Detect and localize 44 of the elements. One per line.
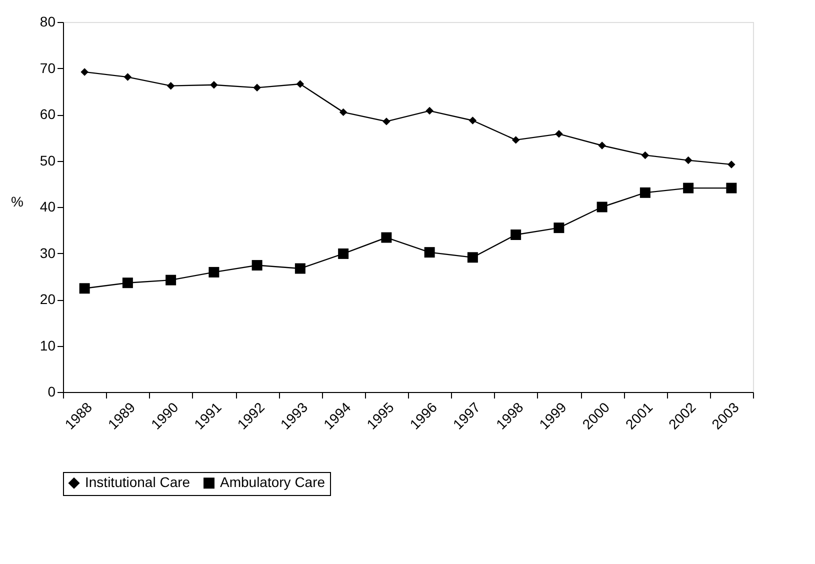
point (728, 160, 736, 168)
point (598, 142, 606, 150)
point (554, 222, 564, 234)
point (79, 283, 90, 294)
point (252, 260, 262, 271)
y-tick-label: 60 (40, 106, 56, 122)
y-tick-label: 80 (40, 14, 56, 30)
y-tick-label: 40 (40, 198, 56, 214)
y-tick-label: 10 (40, 337, 56, 354)
y-tick-label: 0 (48, 384, 56, 400)
point (684, 156, 692, 164)
point (641, 151, 650, 160)
point (468, 116, 477, 124)
y-tick-label: 20 (40, 291, 56, 307)
point (467, 252, 478, 263)
legend-label: Institutional Care (85, 474, 190, 490)
point (210, 81, 218, 89)
point (338, 248, 349, 259)
point (166, 274, 176, 286)
point (555, 130, 563, 138)
point (382, 118, 390, 126)
point (683, 182, 694, 194)
point (166, 82, 175, 90)
point (208, 266, 220, 278)
point (596, 202, 608, 212)
y-tick-label: 50 (40, 152, 56, 168)
point (381, 232, 392, 243)
y-tick-label: 30 (40, 244, 56, 261)
point (424, 247, 435, 258)
point (80, 68, 88, 76)
point (122, 278, 133, 288)
point (339, 108, 348, 116)
point (510, 230, 522, 240)
point (253, 84, 261, 92)
y-tick-label: 70 (40, 60, 56, 76)
point (512, 136, 520, 144)
point (426, 106, 434, 115)
point (296, 80, 304, 88)
y-axis-title: % (11, 194, 24, 210)
legend-label: Ambulatory Care (220, 474, 326, 490)
point (294, 263, 306, 274)
point (726, 182, 737, 194)
point (640, 187, 650, 198)
point (124, 73, 132, 81)
